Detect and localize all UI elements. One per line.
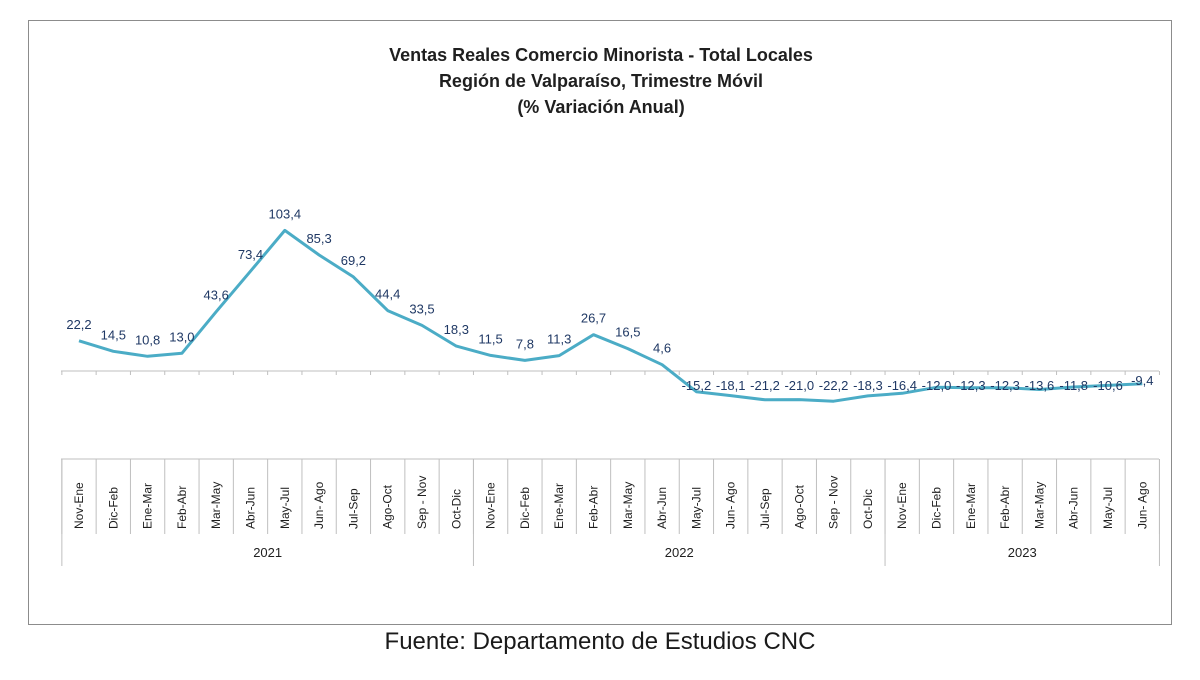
data-label: 10,8: [135, 332, 160, 347]
data-label: 16,5: [615, 325, 640, 340]
x-tick-label: Dic-Feb: [930, 487, 944, 529]
x-tick-label: Feb-Abr: [998, 486, 1012, 529]
x-tick-label: Nov-Ene: [484, 482, 498, 529]
x-tick-label: Ene-Mar: [964, 483, 978, 529]
data-label: -13,6: [1025, 378, 1055, 393]
series-line: [78, 228, 1143, 403]
data-label: -12,3: [990, 378, 1020, 393]
year-label: 2022: [665, 545, 694, 560]
data-label: -21,2: [750, 378, 780, 393]
line-chart: Ventas Reales Comercio Minorista - Total…: [61, 45, 1160, 566]
chart-title-line-1: Ventas Reales Comercio Minorista - Total…: [389, 45, 813, 65]
data-label-group: 22,2 14,5 10,8 13,0 43,6 73,4 103,4 85,3 69,2 44,…: [66, 206, 1153, 393]
data-label: -21,0: [784, 378, 814, 393]
x-tick-label: Mar-May: [621, 482, 635, 529]
x-tick-label: Oct-Dic: [449, 489, 463, 529]
x-tick-label: Jun- Ago: [724, 481, 738, 529]
x-tick-label: May-Jul: [689, 487, 703, 529]
chart-title-line-2: Región de Valparaíso, Trimestre Móvil: [439, 71, 763, 91]
data-label: 73,4: [238, 247, 263, 262]
x-tick-label: Abr-Jun: [244, 487, 258, 529]
data-label: -16,4: [887, 378, 917, 393]
x-axis: [61, 370, 1160, 566]
data-label: 4,6: [653, 341, 671, 356]
x-tick-label: May-Jul: [1101, 487, 1115, 529]
data-label: 43,6: [204, 288, 229, 303]
x-tick-label: Ago-Oct: [792, 484, 806, 529]
x-tick-label: Nov-Ene: [895, 482, 909, 529]
x-tick-label: May-Jul: [278, 487, 292, 529]
x-tick-label: Ago-Oct: [381, 484, 395, 529]
year-label: 2021: [253, 545, 282, 560]
x-tick-label: Jul-Sep: [346, 488, 360, 529]
data-label: 103,4: [269, 206, 302, 221]
x-tick-label: Nov-Ene: [72, 482, 86, 529]
data-label: -10,6: [1093, 378, 1123, 393]
data-label: -9,4: [1131, 373, 1153, 388]
x-tick-label: Jun- Ago: [312, 481, 326, 529]
data-label: -18,3: [853, 378, 883, 393]
year-label-group: 2021 2022 2023: [253, 545, 1037, 560]
source-caption: Fuente: Departamento de Estudios CNC: [384, 628, 816, 655]
data-label: 7,8: [516, 336, 534, 351]
x-tick-label: Dic-Feb: [518, 487, 532, 529]
data-label: -11,8: [1059, 378, 1088, 393]
data-label: 22,2: [66, 317, 91, 332]
x-tick-label: Feb-Abr: [587, 486, 601, 529]
data-label: -22,2: [819, 378, 849, 393]
chart-frame: Ventas Reales Comercio Minorista - Total…: [28, 20, 1172, 625]
x-tick-label: Mar-May: [209, 482, 223, 529]
data-label: 33,5: [409, 301, 434, 316]
x-tick-label: Ene-Mar: [141, 483, 155, 529]
data-label: 69,2: [341, 253, 366, 268]
data-label: -12,3: [956, 378, 986, 393]
x-tick-label: Feb-Abr: [175, 486, 189, 529]
x-tick-label: Abr-Jun: [655, 487, 669, 529]
x-tick-label: Mar-May: [1032, 482, 1046, 529]
data-label: 44,4: [375, 287, 400, 302]
data-label: -15,2: [682, 378, 712, 393]
x-tick-label: Abr-Jun: [1067, 487, 1081, 529]
data-label: 14,5: [101, 327, 126, 342]
data-label: 11,3: [547, 332, 571, 347]
chart-title: Ventas Reales Comercio Minorista - Total…: [389, 45, 813, 117]
x-tick-label: Oct-Dic: [861, 489, 875, 529]
x-tick-label: Jun- Ago: [1135, 481, 1149, 529]
data-label: -18,1: [716, 378, 746, 393]
x-tick-label: Sep - Nov: [415, 476, 429, 529]
x-tick-label: Ene-Mar: [552, 483, 566, 529]
year-label: 2023: [1008, 545, 1037, 560]
x-tick-label-group: Nov-Ene Dic-Feb Ene-Mar Feb-Abr Mar-May Abr-J…: [72, 476, 1149, 529]
data-label: -12,0: [922, 378, 952, 393]
data-label: 18,3: [444, 322, 469, 337]
x-tick-label: Sep - Nov: [827, 476, 841, 529]
data-label: 26,7: [581, 311, 606, 326]
chart-title-line-3: (% Variación Anual): [517, 97, 684, 117]
data-label: 85,3: [306, 231, 331, 246]
data-label: 13,0: [169, 329, 194, 344]
x-tick-label: Jul-Sep: [758, 488, 772, 529]
series-line-group: [78, 228, 1143, 403]
data-label: 11,5: [478, 331, 502, 346]
x-tick-label: Dic-Feb: [106, 487, 120, 529]
